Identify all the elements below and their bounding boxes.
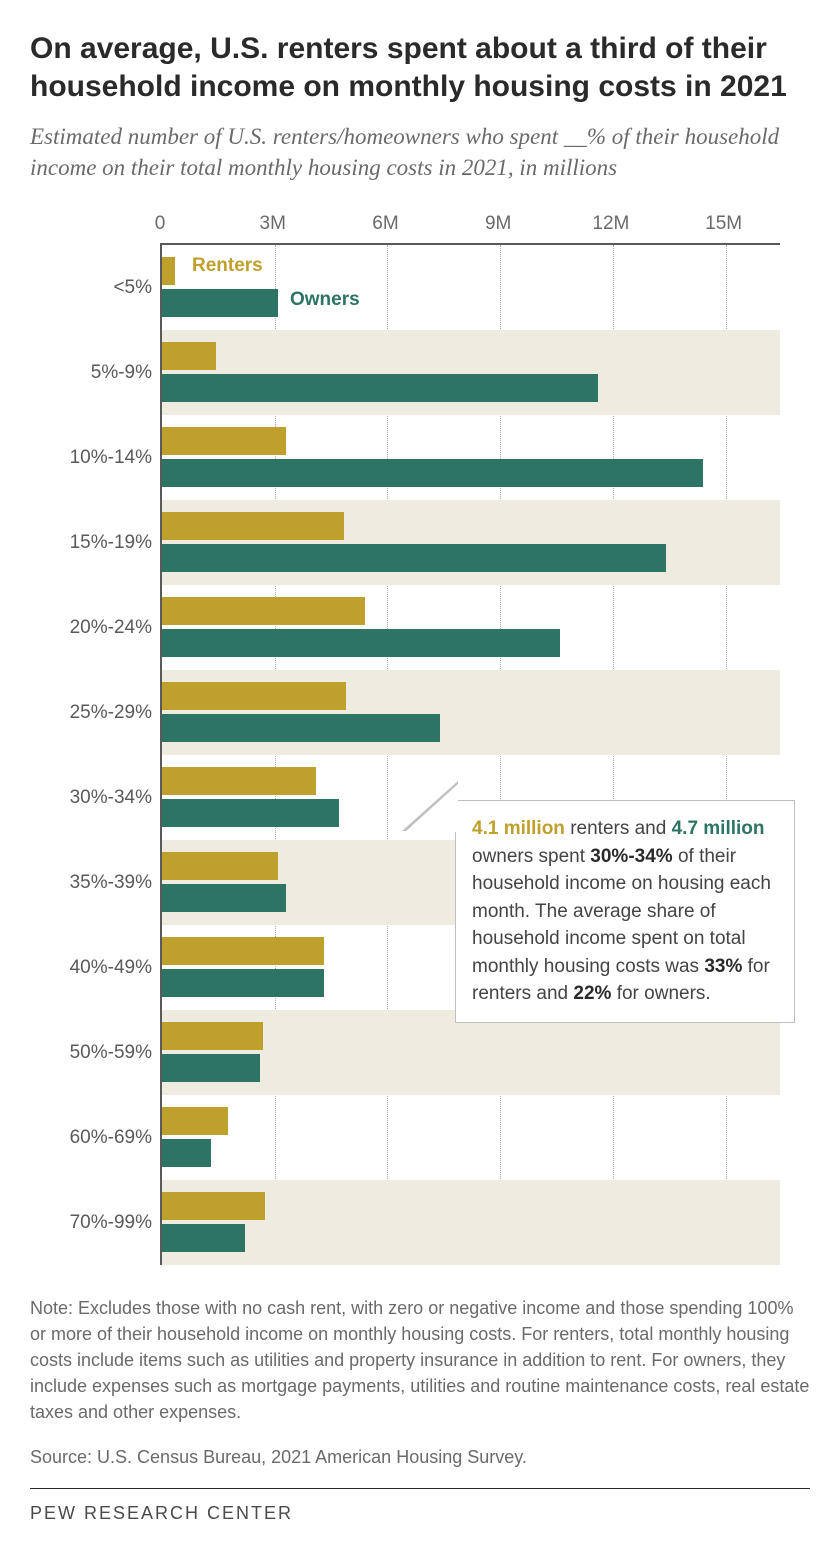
chart-row: 15%-19%: [162, 500, 780, 585]
page-title: On average, U.S. renters spent about a t…: [30, 30, 810, 105]
x-tick-label: 9M: [485, 213, 511, 235]
callout-renters-avg: 33%: [704, 956, 742, 977]
bar-owners: [162, 799, 339, 827]
bar-renters: [162, 1192, 265, 1220]
chart-row: 25%-29%: [162, 670, 780, 755]
y-label: 5%-9%: [37, 362, 152, 384]
bar-renters: [162, 427, 286, 455]
callout-owners-value: 4.7 million: [672, 818, 765, 839]
chart-row: 20%-24%: [162, 585, 780, 670]
y-label: 35%-39%: [37, 872, 152, 894]
y-label: <5%: [37, 277, 152, 299]
bar-owners: [162, 1224, 245, 1252]
bar-renters: [162, 1107, 228, 1135]
callout-text: for owners.: [611, 983, 710, 1004]
y-label: 70%-99%: [37, 1212, 152, 1234]
y-label: 10%-14%: [37, 447, 152, 469]
x-axis: 03M6M9M12M15M: [160, 213, 780, 243]
chart-row: 70%-99%: [162, 1180, 780, 1265]
bar-renters: [162, 767, 316, 795]
divider: [30, 1488, 810, 1489]
bar-owners: [162, 459, 703, 487]
bar-owners: [162, 374, 598, 402]
bar-renters: [162, 1022, 263, 1050]
bar-owners: [162, 714, 440, 742]
bar-owners: [162, 1139, 211, 1167]
bar-owners: [162, 884, 286, 912]
bar-renters: [162, 682, 346, 710]
plot-area: Renters Owners 4.1 million renters and 4…: [160, 243, 780, 1265]
y-label: 50%-59%: [37, 1042, 152, 1064]
y-label: 25%-29%: [37, 702, 152, 724]
chart-row: 60%-69%: [162, 1095, 780, 1180]
callout-box: 4.1 million renters and 4.7 million owne…: [455, 800, 795, 1023]
x-tick-label: 12M: [592, 213, 629, 235]
y-label: 60%-69%: [37, 1127, 152, 1149]
callout-text: renters and: [565, 818, 672, 839]
y-label: 40%-49%: [37, 957, 152, 979]
callout-range: 30%-34%: [590, 846, 672, 867]
x-tick-label: 6M: [372, 213, 398, 235]
x-tick-label: 15M: [705, 213, 742, 235]
chart-row: <5%: [162, 245, 780, 330]
bar-renters: [162, 937, 324, 965]
source-text: Source: U.S. Census Bureau, 2021 America…: [30, 1444, 810, 1470]
x-tick-label: 0: [155, 213, 166, 235]
bar-renters: [162, 257, 175, 285]
note-text: Note: Excludes those with no cash rent, …: [30, 1295, 810, 1425]
bar-renters: [162, 512, 344, 540]
footer-brand: PEW RESEARCH CENTER: [30, 1503, 810, 1524]
x-tick-label: 3M: [260, 213, 286, 235]
bar-owners: [162, 969, 324, 997]
bar-renters: [162, 342, 216, 370]
bar-owners: [162, 544, 666, 572]
y-label: 30%-34%: [37, 787, 152, 809]
callout-renters-value: 4.1 million: [472, 818, 565, 839]
subtitle: Estimated number of U.S. renters/homeown…: [30, 121, 810, 183]
callout-text: owners spent: [472, 846, 590, 867]
chart-row: 10%-14%: [162, 415, 780, 500]
y-label: 20%-24%: [37, 617, 152, 639]
y-label: 15%-19%: [37, 532, 152, 554]
chart: 0 3M 6M 9M 12M 15M Renters Owners 4.1 million…: [40, 213, 810, 1265]
bar-owners: [162, 289, 278, 317]
bar-renters: [162, 852, 278, 880]
bar-renters: [162, 597, 365, 625]
chart-row: 5%-9%: [162, 330, 780, 415]
bar-owners: [162, 629, 560, 657]
callout-owners-avg: 22%: [573, 983, 611, 1004]
bar-owners: [162, 1054, 260, 1082]
